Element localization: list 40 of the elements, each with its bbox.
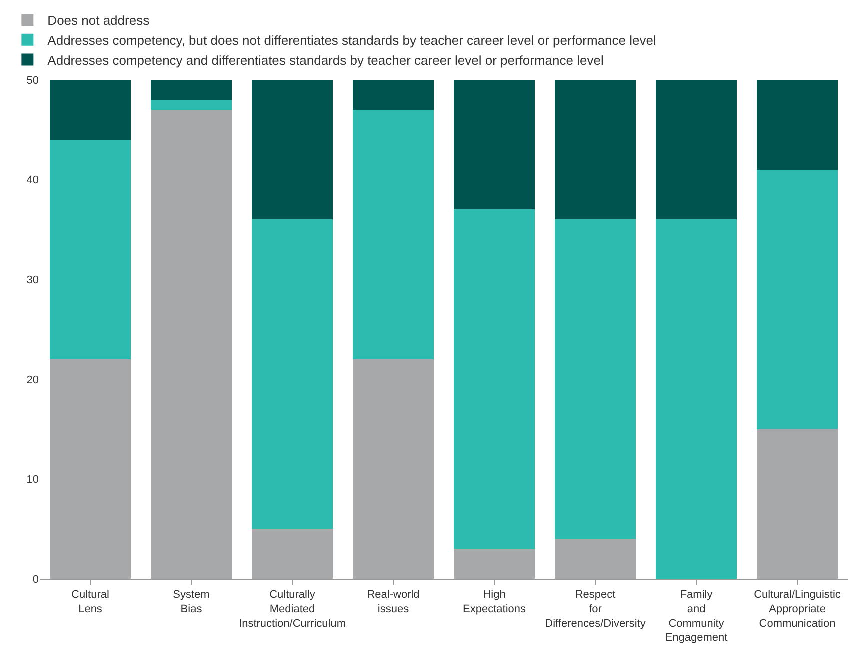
- legend-label: Addresses competency and differentiates standards by teacher career level or performance level: [48, 52, 604, 68]
- x-tick-label: Cultural Lens: [72, 589, 110, 616]
- bar: [353, 359, 434, 579]
- x-tick-label: Culturally Mediated Instruction/Curriculum: [239, 589, 346, 630]
- bar: [555, 80, 636, 220]
- bar: [454, 80, 535, 210]
- bar: [50, 80, 131, 140]
- bar: [353, 80, 434, 110]
- bar: [757, 170, 838, 430]
- bar: [252, 220, 333, 530]
- bar: [252, 80, 333, 220]
- x-tick-label: Family and Community Engagement: [665, 589, 728, 644]
- x-tick-label: System Bias: [173, 589, 210, 616]
- x-tick-label: Respect for Differences/Diversity: [545, 589, 646, 630]
- y-tick-label: 40: [26, 174, 39, 187]
- bar: [454, 549, 535, 579]
- bar: [454, 210, 535, 550]
- bar: [757, 80, 838, 170]
- x-tick-label: Real-world issues: [367, 589, 420, 616]
- bar: [555, 539, 636, 579]
- legend-label: Does not address: [48, 13, 150, 28]
- y-tick-label: 0: [32, 574, 39, 586]
- y-tick-label: 10: [26, 474, 39, 486]
- x-tick-label: High Expectations: [463, 589, 526, 616]
- bar: [252, 529, 333, 579]
- bar: [757, 429, 838, 579]
- y-tick-label: 50: [26, 74, 39, 87]
- bar: [50, 140, 131, 360]
- bar: [151, 100, 232, 110]
- bar: [151, 110, 232, 579]
- bar: [555, 220, 636, 540]
- x-tick-label: Cultural/Linguistic Appropriate Communication: [754, 589, 842, 630]
- bar: [151, 80, 232, 100]
- legend-label: Addresses competency, but does not differentiates standards by teacher career level or performance level: [48, 32, 656, 48]
- bar: [353, 110, 434, 360]
- bar: [50, 359, 131, 579]
- bar: [656, 80, 737, 220]
- bar: [656, 220, 737, 579]
- y-tick-label: 30: [26, 274, 39, 286]
- y-tick-label: 20: [26, 374, 39, 386]
